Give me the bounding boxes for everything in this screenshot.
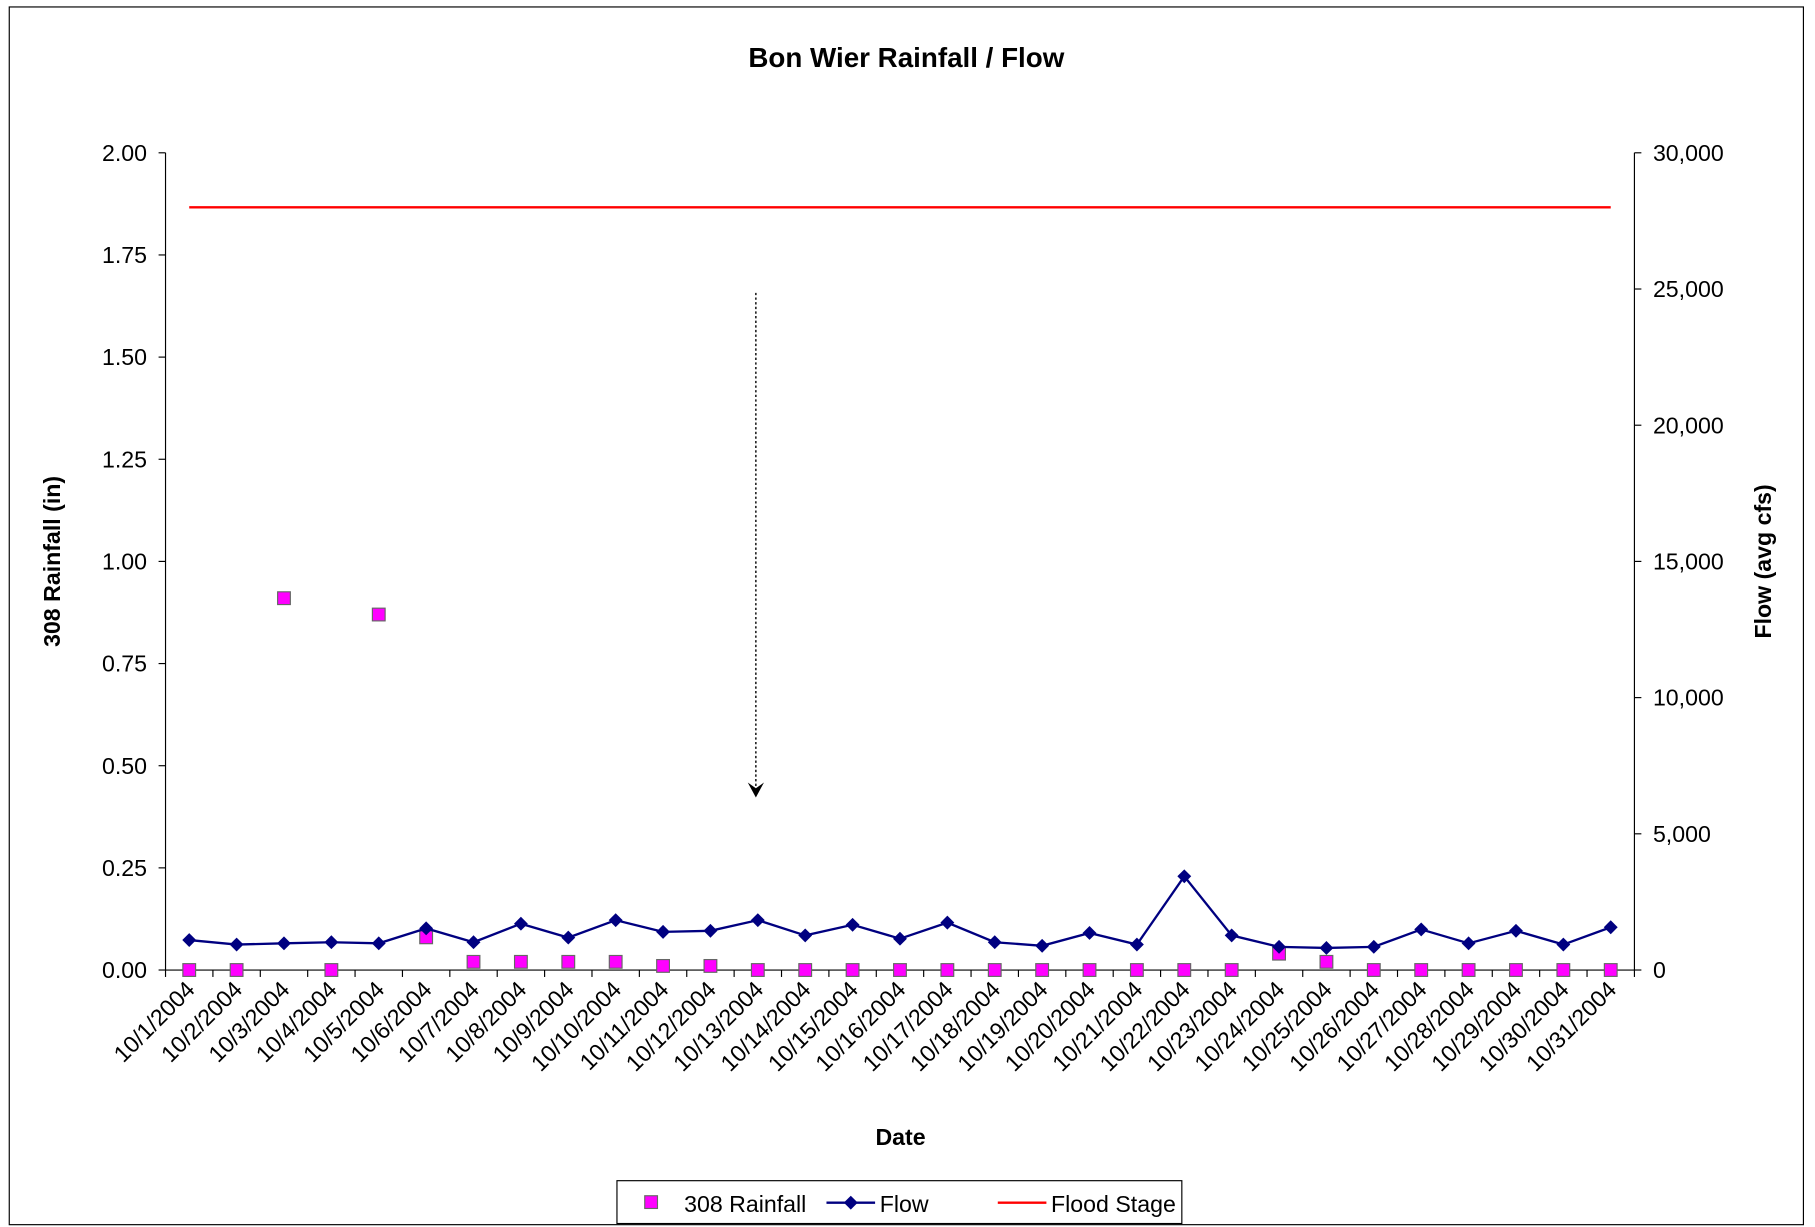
- point: [466, 954, 481, 969]
- y2-tick-label: 10,000: [1653, 685, 1724, 711]
- y-tick-label: 1.00: [102, 549, 147, 575]
- y-tick-label: 0.25: [102, 855, 147, 881]
- point: [1461, 963, 1476, 977]
- y2-tick-label: 20,000: [1653, 412, 1724, 438]
- legend-box: [616, 1180, 1183, 1225]
- marker: [513, 916, 528, 931]
- y-axis-label: 308 Rainfall (in): [39, 476, 65, 647]
- y-tick-label: 1.50: [102, 344, 147, 370]
- y2-tick-label: 25,000: [1653, 276, 1724, 302]
- marker: [893, 931, 907, 946]
- marker: [182, 933, 197, 947]
- point: [1129, 963, 1144, 977]
- point: [182, 963, 197, 977]
- y-tick-label: 0.75: [102, 651, 147, 677]
- point: [1082, 963, 1097, 977]
- y-tick-label: 0.50: [102, 753, 147, 779]
- y2-tick-label: 15,000: [1653, 549, 1724, 575]
- y-tick-label: 1.25: [102, 446, 147, 472]
- point: [513, 954, 528, 969]
- point: [798, 963, 813, 977]
- y2-tick-label: 5,000: [1653, 821, 1711, 847]
- point: [845, 963, 860, 977]
- marker: [798, 928, 813, 943]
- y-tick-label: 1.75: [102, 242, 147, 268]
- point: [277, 591, 291, 606]
- point: [1035, 963, 1050, 977]
- legend-label: Flow: [880, 1191, 929, 1217]
- marker: [845, 917, 860, 932]
- marker: [1556, 937, 1571, 952]
- point: [656, 958, 671, 973]
- point: [608, 954, 623, 969]
- point: [1177, 963, 1192, 977]
- point: [703, 958, 718, 973]
- point: [1319, 954, 1334, 969]
- point: [324, 963, 339, 977]
- point: [940, 963, 955, 977]
- y-tick-label: 2.00: [102, 140, 147, 166]
- marker: [1319, 941, 1334, 955]
- marker: [750, 913, 765, 928]
- legend-label: 308 Rainfall: [684, 1191, 806, 1217]
- point: [371, 607, 386, 622]
- marker: [656, 924, 671, 939]
- marker: [1272, 939, 1286, 954]
- legend-marker: [644, 1195, 659, 1210]
- marker: [987, 935, 1002, 950]
- point: [1366, 963, 1381, 977]
- marker: [608, 913, 623, 928]
- y2-tick-label: 0: [1653, 957, 1666, 983]
- marker: [277, 936, 291, 951]
- annotation-arrowhead: [747, 782, 764, 798]
- y2-tick-label: 30,000: [1653, 140, 1724, 166]
- chart-title: Bon Wier Rainfall / Flow: [748, 42, 1064, 73]
- marker: [940, 915, 955, 930]
- y2-axis-label: Flow (avg cfs): [1750, 484, 1776, 638]
- marker: [419, 921, 434, 936]
- legend-marker: [843, 1195, 858, 1210]
- point: [1556, 963, 1571, 977]
- legend-label: Flood Stage: [1051, 1191, 1176, 1217]
- point: [750, 963, 765, 977]
- marker: [1366, 939, 1381, 954]
- point: [561, 954, 576, 969]
- marker: [229, 937, 244, 952]
- marker: [703, 923, 718, 938]
- point: [1509, 963, 1523, 977]
- marker: [371, 936, 386, 951]
- point: [1603, 963, 1618, 977]
- marker: [1414, 922, 1429, 937]
- point: [229, 963, 244, 977]
- point: [1224, 963, 1239, 977]
- y-tick-label: 0.00: [102, 957, 147, 983]
- marker: [1603, 920, 1618, 935]
- point: [1414, 963, 1429, 977]
- point: [893, 963, 907, 977]
- chart-frame: [8, 6, 1805, 1226]
- x-axis-label: Date: [875, 1124, 925, 1150]
- point: [987, 963, 1002, 977]
